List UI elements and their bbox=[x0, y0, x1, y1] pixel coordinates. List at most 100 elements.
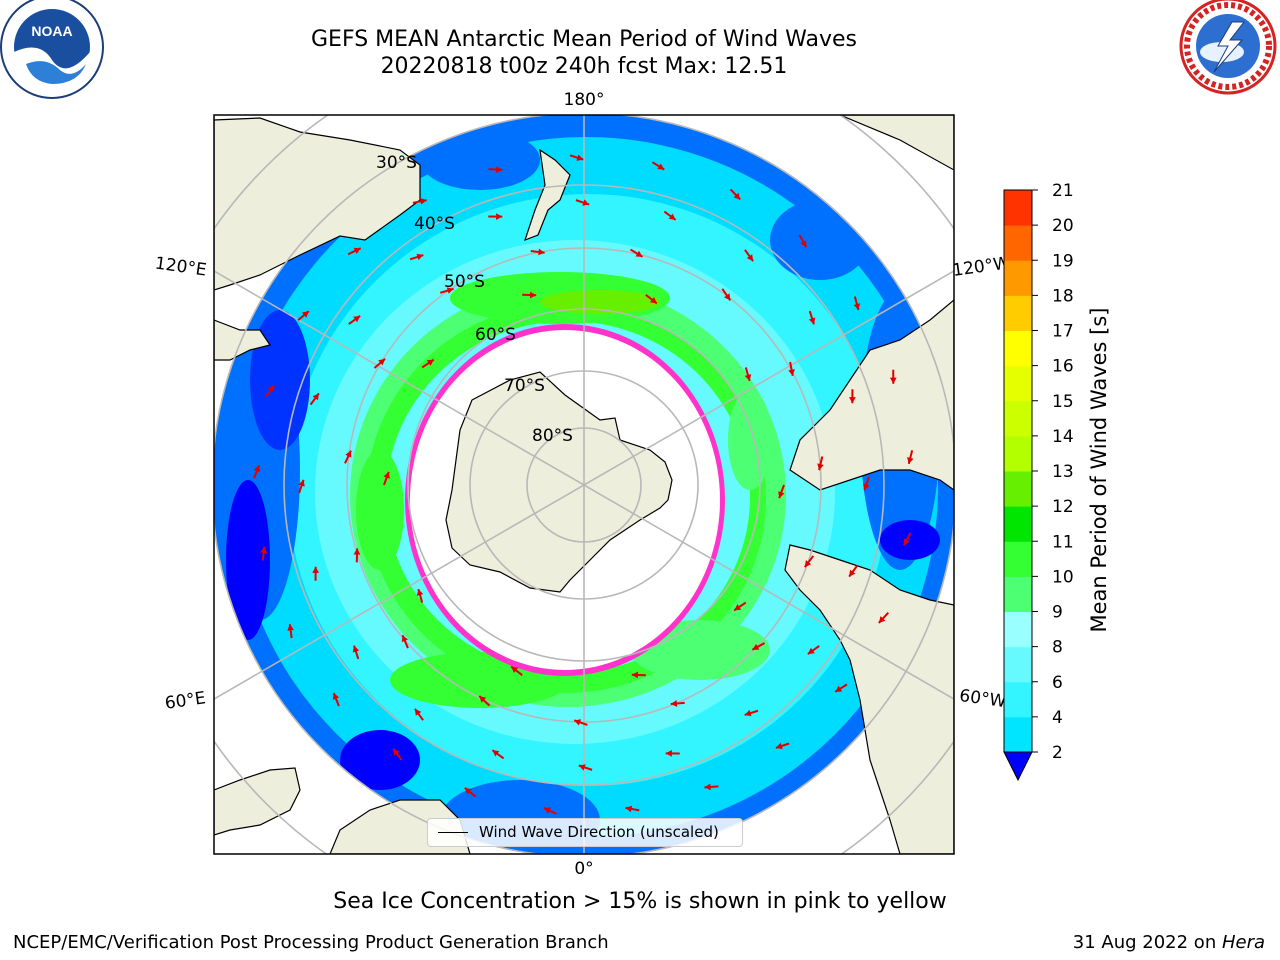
noaa-logo-icon: NOAA bbox=[0, 0, 104, 99]
colorbar-tick-label: 18 bbox=[1052, 286, 1074, 306]
colorbar-tick-label: 14 bbox=[1052, 427, 1074, 447]
footer-date: 31 Aug 2022 on Hera bbox=[1073, 932, 1265, 953]
colorbar-tick-label: 17 bbox=[1052, 322, 1074, 342]
colorbar-tick-label: 8 bbox=[1052, 638, 1063, 658]
wave-direction-arrowhead bbox=[543, 807, 551, 814]
wave-direction-arrowhead bbox=[804, 560, 812, 568]
land-masses bbox=[214, 115, 954, 854]
wave-direction-arrowhead bbox=[446, 287, 454, 294]
wave-direction-arrowhead bbox=[298, 479, 305, 487]
wave-direction-arrowhead bbox=[312, 566, 319, 573]
wave-direction-arrowhead bbox=[734, 604, 742, 611]
colorbar-tick-label: 10 bbox=[1052, 567, 1074, 587]
colorbar-tick-label: 15 bbox=[1052, 392, 1074, 412]
wave-direction-arrowhead bbox=[752, 643, 760, 650]
lon-label-180: 180° bbox=[564, 90, 605, 110]
footer-date-text: 31 Aug 2022 on bbox=[1072, 932, 1222, 953]
wave-direction-arrowhead bbox=[889, 377, 897, 384]
wave-direction-arrowhead bbox=[496, 213, 503, 220]
colorbar-tick-label: 19 bbox=[1052, 251, 1074, 271]
colorbar-tick-label: 2 bbox=[1052, 743, 1063, 763]
colorbar-tick-label: 6 bbox=[1052, 673, 1063, 693]
wave-direction-arrowhead bbox=[878, 616, 886, 623]
lon-label-120e: 120°E bbox=[154, 254, 208, 281]
lon-label-60e: 60°E bbox=[164, 688, 207, 713]
sea-ice-caption-text: Sea Ice Concentration > 15% is shown in … bbox=[333, 889, 947, 914]
chart-title: GEFS MEAN Antarctic Mean Period of Wind … bbox=[311, 27, 857, 52]
noaa-logo-text: NOAA bbox=[31, 23, 72, 39]
colorbar-label: Mean Period of Wind Waves [s] bbox=[1087, 308, 1111, 633]
wave-direction-arrowhead bbox=[529, 291, 537, 299]
wave-direction-arrowhead bbox=[778, 491, 785, 499]
wave-direction-arrowhead bbox=[479, 696, 487, 703]
wave-direction-arrowhead bbox=[668, 213, 676, 220]
wave-direction-arrowhead bbox=[582, 199, 590, 206]
wave-direction-arrowhead bbox=[253, 465, 261, 473]
wave-direction-arrowhead bbox=[625, 805, 633, 813]
colorbar-cell bbox=[1004, 260, 1032, 296]
colorbar-cell bbox=[1004, 295, 1032, 331]
lon-label-0: 0° bbox=[574, 859, 593, 879]
lat-label-70s: 70°S bbox=[504, 376, 545, 396]
wave-direction-arrowhead bbox=[665, 750, 672, 757]
wave-direction-arrowhead bbox=[578, 764, 586, 771]
colorbar: 2 4 6 8 9 10 11 12 13 14 15 16 17 18 19 20 21 bbox=[1003, 181, 1074, 782]
wave-direction-arrowhead bbox=[416, 253, 424, 261]
wave-direction-arrowhead bbox=[631, 671, 639, 679]
wave-direction-arrowhead bbox=[807, 647, 815, 655]
wave-direction-arrowhead bbox=[353, 247, 361, 254]
lat-label-30s: 30°S bbox=[376, 153, 417, 173]
wave-direction-arrowhead bbox=[416, 589, 424, 596]
colorbar-cell bbox=[1004, 716, 1032, 753]
wave-direction-arrowhead bbox=[345, 450, 352, 458]
colorbar-cell bbox=[1004, 611, 1032, 648]
colorbar-tick-label: 13 bbox=[1052, 462, 1074, 482]
wave-direction-arrowhead bbox=[849, 397, 856, 404]
sea-ice-caption: Sea Ice Concentration > 15% is shown in … bbox=[0, 889, 1280, 914]
lat-label-50s: 50°S bbox=[444, 272, 485, 292]
wave-direction-arrowhead bbox=[260, 546, 268, 554]
chart-subtitle: 20220818 t00z 240h fcst Max: 12.51 bbox=[380, 54, 788, 79]
wave-direction-arrowhead bbox=[574, 719, 582, 726]
wave-direction-arrowhead bbox=[903, 538, 910, 546]
colorbar-tick-label: 20 bbox=[1052, 216, 1074, 236]
wave-direction-arrowhead bbox=[800, 240, 807, 248]
colorbar-cell bbox=[1004, 681, 1032, 718]
colorbar-cell bbox=[1004, 471, 1032, 507]
wave-direction-arrowhead bbox=[267, 385, 275, 393]
wind-wave-arrows bbox=[253, 154, 914, 815]
wave-direction-arrowhead bbox=[576, 154, 584, 161]
colorbar-tick-label: 16 bbox=[1052, 357, 1074, 377]
wave-direction-arrowhead bbox=[414, 708, 422, 716]
lat-label-80s: 80°S bbox=[532, 426, 573, 446]
wave-direction-arrowhead bbox=[332, 692, 340, 700]
wave-direction-arrowhead bbox=[401, 635, 408, 643]
wave-direction-arrowhead bbox=[496, 166, 503, 173]
colorbar-tick-label: 12 bbox=[1052, 497, 1074, 517]
wave-direction-arrowhead bbox=[378, 358, 386, 366]
wave-direction-arrowhead bbox=[649, 296, 657, 304]
wave-direction-arrowhead bbox=[808, 317, 816, 325]
wave-direction-arrowhead bbox=[817, 463, 824, 471]
colorbar-extend-arrow bbox=[1003, 751, 1033, 782]
map-legend: Wind Wave Direction (unscaled) bbox=[427, 818, 743, 847]
wave-period-field bbox=[214, 115, 954, 854]
colorbar-cell bbox=[1004, 400, 1032, 437]
wave-direction-arrowhead bbox=[635, 250, 643, 257]
colorbar-cell bbox=[1004, 541, 1032, 577]
lon-label-120w: 120°W bbox=[951, 253, 1011, 281]
wave-direction-arrowhead bbox=[538, 248, 545, 256]
footer-credit: NCEP/EMC/Verification Post Processing Pr… bbox=[13, 932, 609, 953]
wave-direction-arrowhead bbox=[744, 709, 752, 717]
colorbar-cell bbox=[1004, 576, 1032, 612]
wave-direction-arrowhead bbox=[353, 315, 361, 323]
wave-direction-arrowhead bbox=[383, 471, 390, 479]
wave-direction-arrowhead bbox=[907, 457, 914, 464]
wave-direction-arrowhead bbox=[744, 374, 752, 381]
colorbar-tick-label: 4 bbox=[1052, 708, 1063, 728]
graticule bbox=[214, 115, 954, 854]
wave-direction-arrowhead bbox=[426, 359, 434, 366]
wave-direction-arrowhead bbox=[670, 700, 678, 707]
wave-direction-arrowhead bbox=[312, 393, 319, 401]
